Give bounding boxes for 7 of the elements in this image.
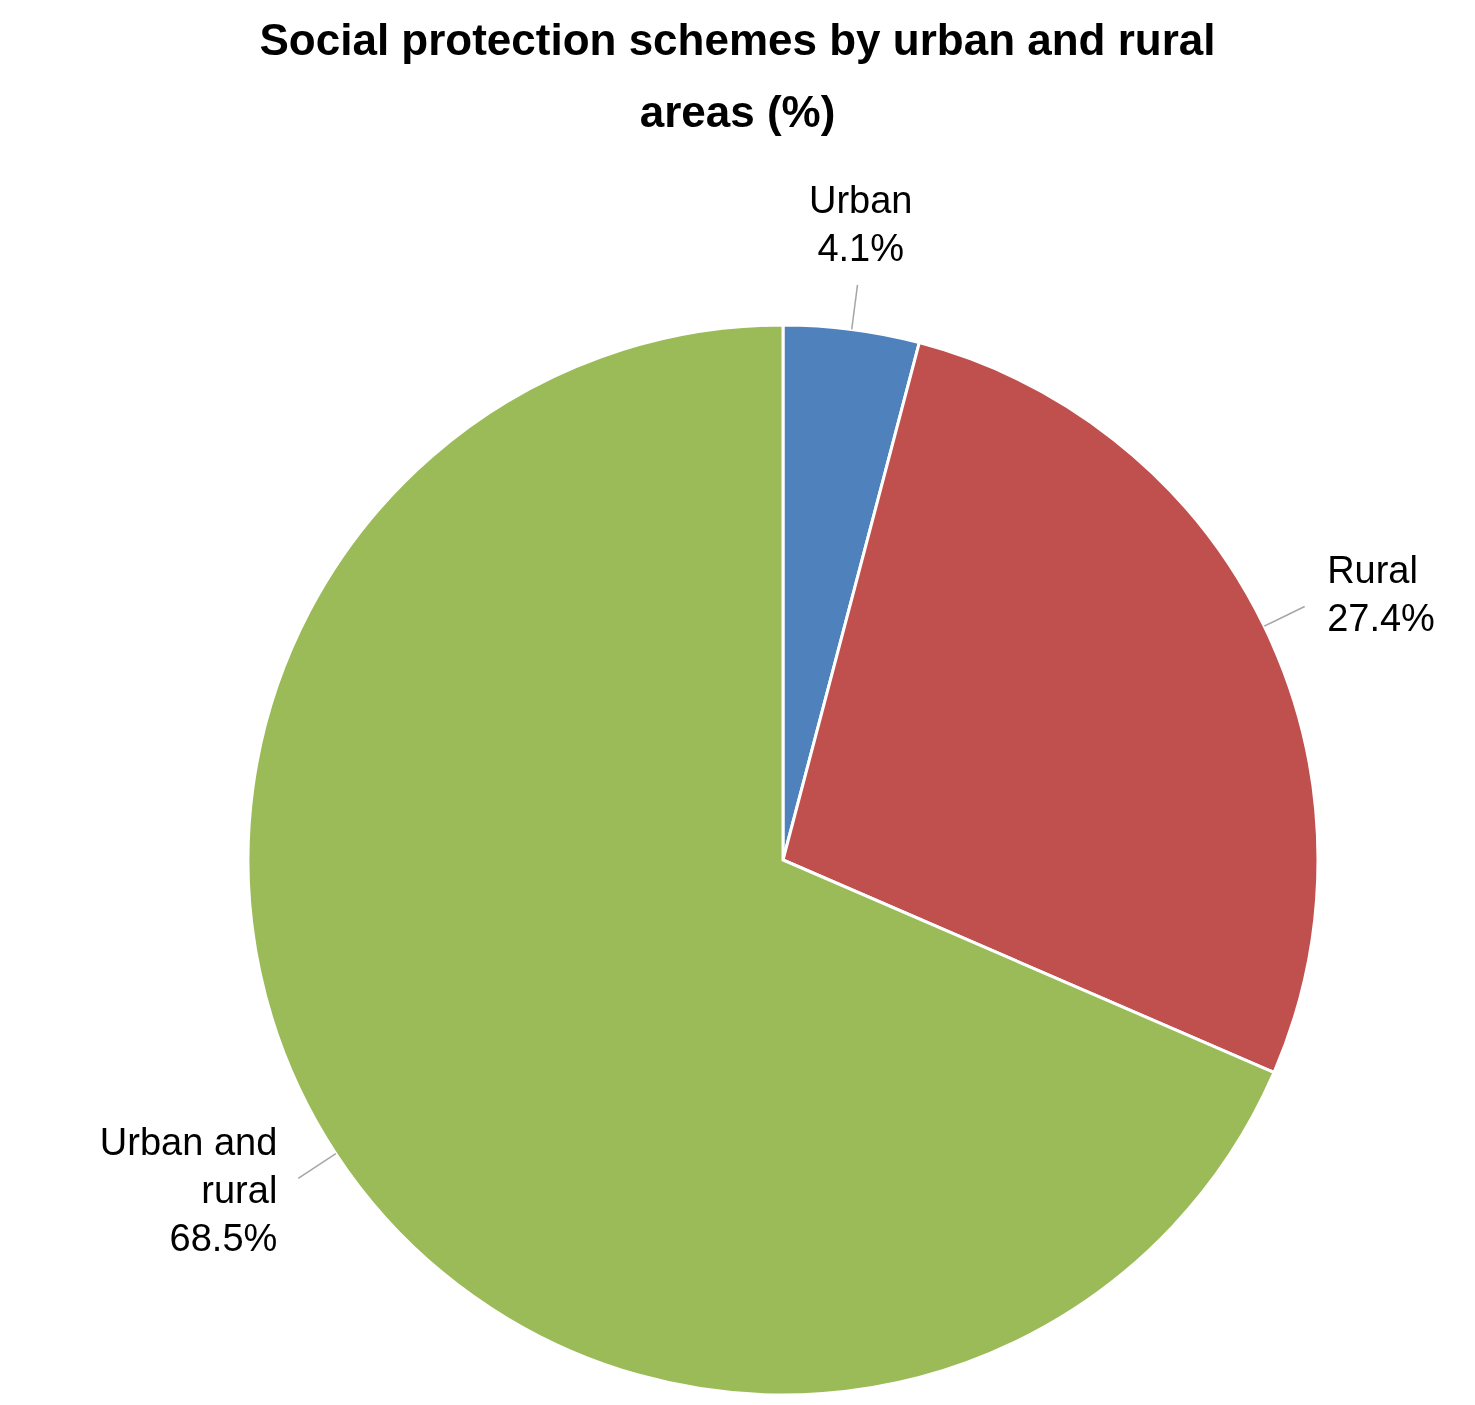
chart-title: Social protection schemes by urban and rural areas (%) bbox=[259, 15, 1216, 136]
slice-label: Urban bbox=[808, 179, 913, 222]
data-label: 4.1% bbox=[817, 227, 905, 270]
slice-label: Rural bbox=[1327, 548, 1418, 591]
data-label: 68.5% bbox=[169, 1217, 278, 1260]
slice-label: Urban and rural bbox=[99, 1121, 278, 1212]
data-label: 27.4% bbox=[1327, 596, 1435, 639]
